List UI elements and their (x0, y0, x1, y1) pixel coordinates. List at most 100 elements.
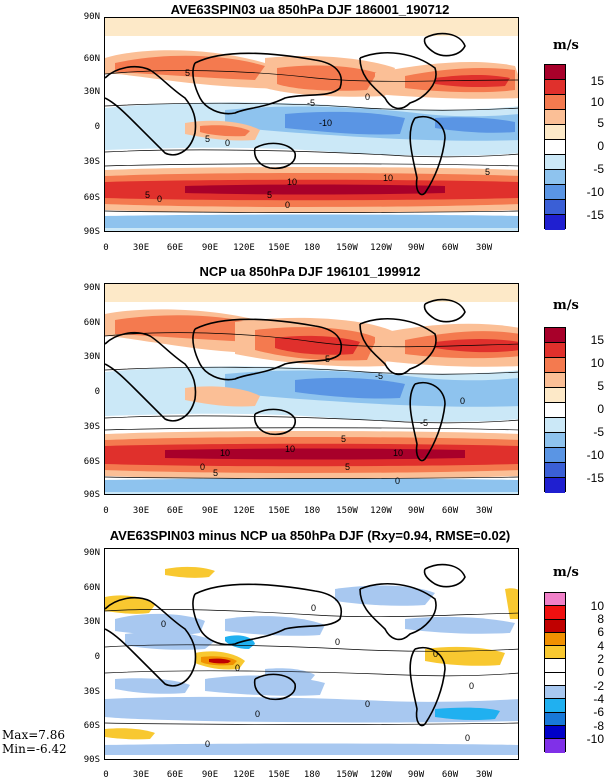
svg-text:0: 0 (161, 619, 166, 629)
p3-cbar-label: 4 (597, 639, 604, 653)
panel2-title: NCP ua 850hPa DJF 196101_199912 (199, 264, 421, 279)
colorbar-swatch (545, 65, 565, 80)
colorbar-swatch (545, 606, 565, 620)
svg-text:-10: -10 (319, 118, 332, 128)
colorbar-swatch (545, 215, 565, 230)
p1-cbar-label: 15 (590, 74, 604, 88)
colorbar-swatch (545, 632, 565, 647)
p2-cbar-label: -10 (586, 448, 604, 462)
svg-text:0: 0 (157, 194, 162, 204)
panel2-contour-labels: 5 -5 0 -5 10 10 5 10 5 0 5 0 (200, 354, 465, 486)
panel3-map-svg: 0 0 0 0 0 0 0 0 0 0 (105, 549, 518, 759)
colorbar-swatch (545, 593, 565, 607)
panel1-colorbar (544, 64, 566, 230)
p3-lat-90n: 90N (83, 548, 100, 558)
panel2-colorbar (544, 327, 566, 493)
svg-text:10: 10 (220, 448, 230, 458)
p3-lat-30n: 30N (83, 617, 100, 627)
svg-text:0: 0 (255, 709, 260, 719)
colorbar-swatch (545, 200, 565, 215)
colorbar-swatch (545, 712, 565, 726)
p3-lat-60n: 60N (83, 583, 100, 593)
p3-lat-30s: 30S (83, 687, 100, 697)
p1-lat-90s: 90S (83, 227, 100, 237)
p2-lat-90n: 90N (83, 283, 100, 293)
p3-cbar-label: -2 (593, 679, 604, 693)
colorbar-swatch (545, 403, 565, 418)
colorbar-swatch (545, 433, 565, 448)
panel1-map-svg: 5 -5 -10 0 0 5 10 10 5 5 0 5 0 (105, 18, 518, 231)
svg-text:0: 0 (235, 663, 240, 673)
svg-text:0: 0 (469, 681, 474, 691)
colorbar-swatch (545, 328, 565, 343)
svg-text:0: 0 (465, 733, 470, 743)
colorbar-swatch (545, 95, 565, 110)
panel3-units: m/s (553, 565, 579, 580)
svg-text:0: 0 (365, 92, 370, 102)
svg-text:10: 10 (287, 177, 297, 187)
p3-cbar-label: -10 (586, 732, 604, 746)
colorbar-swatch (545, 672, 565, 687)
p2-cbar-label: -5 (593, 425, 604, 439)
colorbar-swatch (545, 418, 565, 433)
colorbar-swatch (545, 725, 565, 740)
svg-text:-5: -5 (375, 371, 383, 381)
panel2-map-svg: 5 -5 0 -5 10 10 5 10 5 0 5 0 (105, 284, 518, 494)
panel3-colorbar (544, 592, 566, 753)
panel1-map[interactable]: 5 -5 -10 0 0 5 10 10 5 5 0 5 0 (104, 17, 519, 232)
svg-text:10: 10 (285, 444, 295, 454)
p3-lat-0: 0 (94, 652, 100, 662)
colorbar-swatch (545, 619, 565, 633)
colorbar-swatch (545, 80, 565, 95)
colorbar-swatch (545, 448, 565, 463)
svg-text:0: 0 (200, 462, 205, 472)
p3-cbar-label: 2 (597, 652, 604, 666)
svg-text:-5: -5 (420, 418, 428, 428)
svg-text:0: 0 (395, 476, 400, 486)
svg-text:0: 0 (285, 200, 290, 210)
svg-text:0: 0 (311, 603, 316, 613)
p3-cbar-label: 8 (597, 612, 604, 626)
p1-lat-30n: 30N (83, 87, 100, 97)
p2-lat-60s: 60S (83, 457, 100, 467)
p1-cbar-label: -10 (586, 185, 604, 199)
colorbar-swatch (545, 659, 565, 673)
svg-text:10: 10 (383, 173, 393, 183)
p2-cbar-label: 10 (590, 356, 604, 370)
p1-lat-0: 0 (94, 122, 100, 132)
p2-cbar-label: 5 (597, 379, 604, 393)
panel3-map[interactable]: 0 0 0 0 0 0 0 0 0 0 (104, 548, 519, 760)
p2-cbar-label: 15 (590, 333, 604, 347)
svg-text:5: 5 (325, 354, 330, 364)
p2-lat-60n: 60N (83, 318, 100, 328)
panel2-units: m/s (553, 298, 579, 313)
svg-text:5: 5 (267, 190, 272, 200)
p1-cbar-label: -5 (593, 162, 604, 176)
colorbar-swatch (545, 463, 565, 478)
p1-cbar-label: 10 (590, 95, 604, 109)
colorbar-swatch (545, 478, 565, 493)
coastline-icon (105, 32, 466, 196)
svg-text:0: 0 (335, 637, 340, 647)
panel3-contour-labels: 0 0 0 0 0 0 0 0 0 0 (161, 603, 474, 749)
colorbar-swatch (545, 140, 565, 155)
p2-lon-axis: 0 30E 60E 90E 120E 150E 180 150W 120W 90… (103, 506, 493, 516)
panel2-map[interactable]: 5 -5 0 -5 10 10 5 10 5 0 5 0 (104, 283, 519, 495)
svg-text:0: 0 (225, 138, 230, 148)
colorbar-swatch (545, 343, 565, 358)
svg-text:5: 5 (185, 68, 190, 78)
panel3-title: AVE63SPIN03 minus NCP ua 850hPa DJF (Rxy… (109, 528, 511, 543)
colorbar-swatch (545, 185, 565, 200)
svg-text:0: 0 (460, 396, 465, 406)
svg-text:-5: -5 (307, 98, 315, 108)
p1-cbar-label: -15 (586, 208, 604, 222)
colorbar-swatch (545, 646, 565, 660)
stats-max: Max=7.86 (2, 728, 65, 742)
colorbar-swatch (545, 110, 565, 125)
p2-lat-0: 0 (94, 387, 100, 397)
svg-text:5: 5 (341, 434, 346, 444)
colorbar-swatch (545, 170, 565, 185)
colorbar-swatch (545, 358, 565, 373)
p2-cbar-label: 0 (597, 402, 604, 416)
svg-text:5: 5 (485, 167, 490, 177)
